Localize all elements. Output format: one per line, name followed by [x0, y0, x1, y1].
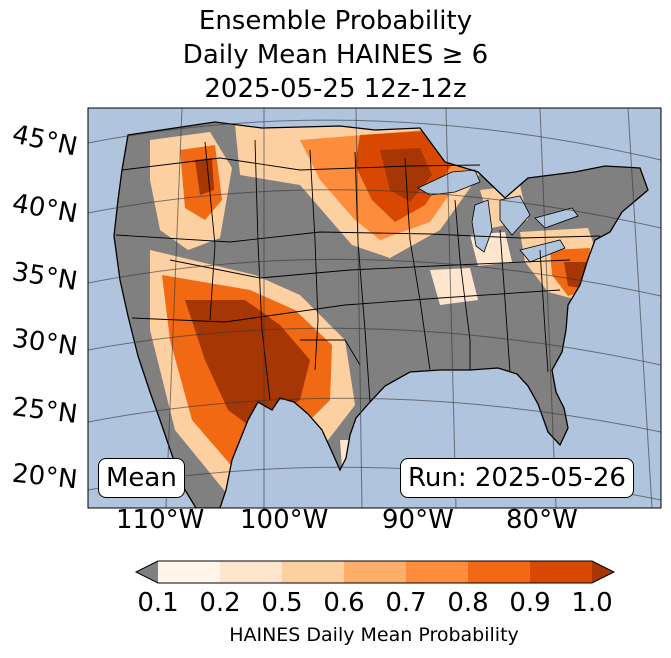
- title-line-1: Ensemble Probability: [198, 6, 473, 36]
- colorbar: [134, 560, 616, 584]
- colorbar-over-triangle: [592, 561, 614, 583]
- lon-label-110: 110°W: [116, 505, 205, 535]
- colorbar-tick-3: 0.6: [323, 588, 365, 618]
- colorbar-segment-6: [468, 561, 530, 583]
- lon-label-90: 90°W: [382, 505, 454, 535]
- great-lakes: [417, 169, 579, 263]
- lon-label-80: 80°W: [506, 505, 578, 535]
- colorbar-tick-7: 1.0: [571, 588, 613, 618]
- colorbar-tick-6: 0.9: [509, 588, 551, 618]
- state-borders: [115, 139, 601, 403]
- lon-label-100: 100°W: [240, 505, 329, 535]
- colorbar-segment-4: [344, 561, 406, 583]
- colorbar-segment-3: [282, 561, 344, 583]
- colorbar-tick-5: 0.8: [447, 588, 489, 618]
- colorbar-tick-1: 0.2: [199, 588, 241, 618]
- graticule: [88, 108, 661, 508]
- mean-label-box: Mean: [98, 458, 185, 498]
- run-date-box: Run: 2025-05-26: [400, 458, 634, 498]
- colorbar-segment-5: [406, 561, 468, 583]
- map-frame: [87, 107, 662, 509]
- colorbar-under-triangle: [136, 561, 158, 583]
- colorbar-segment-7: [530, 561, 592, 583]
- colorbar-segment-1: [158, 561, 220, 583]
- title-line-3: 2025-05-25 12z-12z: [204, 74, 467, 104]
- colorbar-tick-2: 0.5: [261, 588, 303, 618]
- title-line-2: Daily Mean HAINES ≥ 6: [182, 40, 489, 70]
- colorbar-tick-0: 0.1: [137, 588, 179, 618]
- colorbar-title: HAINES Daily Mean Probability: [229, 624, 519, 646]
- colorbar-tick-4: 0.7: [385, 588, 427, 618]
- colorbar-segment-2: [220, 561, 282, 583]
